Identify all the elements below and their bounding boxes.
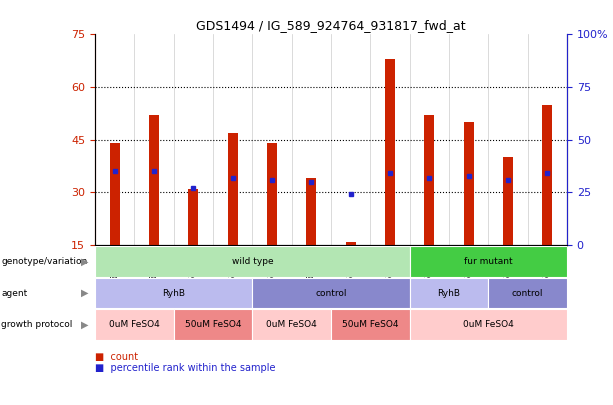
- Bar: [188, 189, 198, 245]
- Text: ■  percentile rank within the sample: ■ percentile rank within the sample: [95, 363, 275, 373]
- Bar: [110, 143, 120, 245]
- Text: fur mutant: fur mutant: [464, 257, 512, 266]
- Bar: [267, 143, 277, 245]
- Text: 50uM FeSO4: 50uM FeSO4: [342, 320, 398, 329]
- Text: 0uM FeSO4: 0uM FeSO4: [266, 320, 317, 329]
- Bar: [228, 133, 238, 245]
- Bar: [95, 309, 173, 340]
- Text: ▶: ▶: [82, 320, 89, 330]
- Bar: [385, 59, 395, 245]
- Text: wild type: wild type: [232, 257, 273, 266]
- Bar: [95, 246, 409, 277]
- Text: ▶: ▶: [82, 288, 89, 298]
- Text: control: control: [315, 288, 347, 298]
- Bar: [464, 122, 474, 245]
- Bar: [149, 115, 159, 245]
- Text: RyhB: RyhB: [162, 288, 185, 298]
- Bar: [95, 278, 253, 308]
- Bar: [306, 178, 316, 245]
- Text: ▶: ▶: [82, 256, 89, 266]
- Bar: [489, 278, 567, 308]
- Text: control: control: [512, 288, 544, 298]
- Bar: [409, 309, 567, 340]
- Bar: [331, 309, 409, 340]
- Text: RyhB: RyhB: [438, 288, 460, 298]
- Bar: [543, 104, 552, 245]
- Text: growth protocol: growth protocol: [1, 320, 72, 329]
- Bar: [424, 115, 434, 245]
- Text: genotype/variation: genotype/variation: [1, 257, 88, 266]
- Bar: [173, 309, 253, 340]
- Bar: [253, 309, 331, 340]
- Bar: [503, 157, 513, 245]
- Text: 50uM FeSO4: 50uM FeSO4: [185, 320, 242, 329]
- Text: agent: agent: [1, 288, 28, 298]
- Text: ■  count: ■ count: [95, 352, 138, 362]
- Bar: [253, 278, 409, 308]
- Bar: [346, 241, 356, 245]
- Bar: [409, 278, 489, 308]
- Title: GDS1494 / IG_589_924764_931817_fwd_at: GDS1494 / IG_589_924764_931817_fwd_at: [196, 19, 466, 32]
- Text: 0uM FeSO4: 0uM FeSO4: [109, 320, 160, 329]
- Bar: [409, 246, 567, 277]
- Text: 0uM FeSO4: 0uM FeSO4: [463, 320, 514, 329]
